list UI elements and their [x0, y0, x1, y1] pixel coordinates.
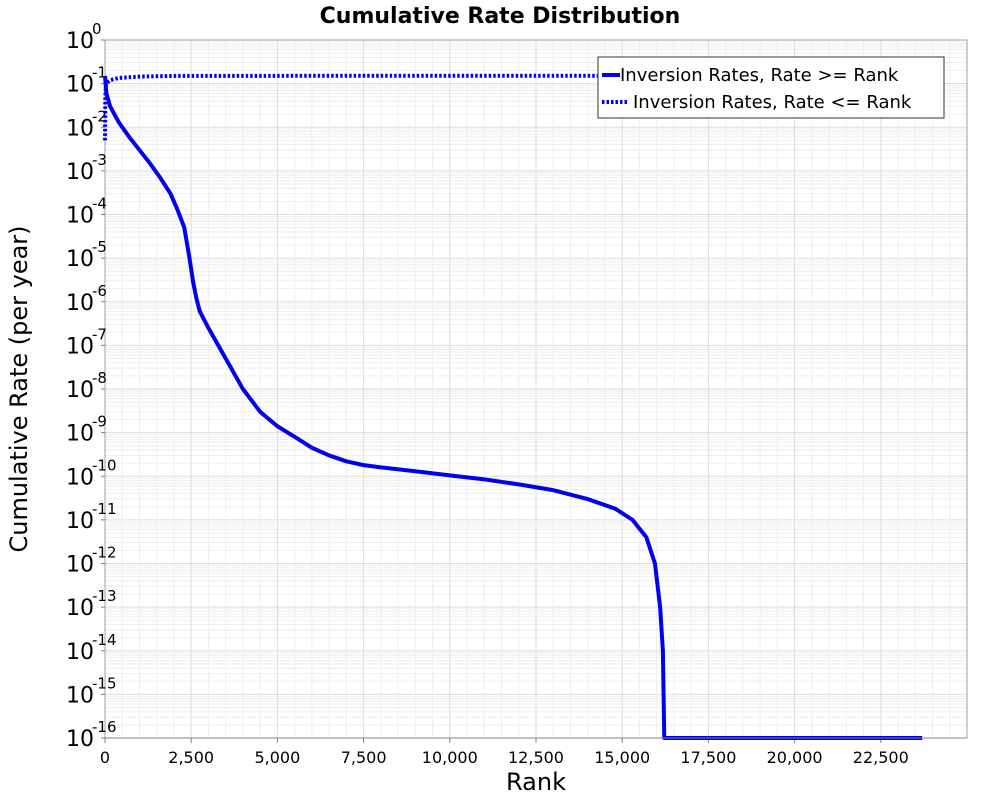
series-line-rate-ge-rank — [103, 75, 923, 740]
y-tick-base: 10 — [66, 204, 94, 229]
y-tick-base: 10 — [66, 247, 94, 272]
y-tick-exponent: 0 — [92, 20, 102, 38]
x-tick-label: 7,500 — [341, 748, 387, 767]
y-tick-base: 10 — [66, 73, 94, 98]
chart-title: Cumulative Rate Distribution — [320, 4, 681, 29]
y-tick-exponent: -16 — [92, 718, 117, 736]
y-tick-base: 10 — [66, 160, 94, 185]
x-axis-ticks: 0 2,500 5,000 7,500 10,000 12,500 15,000 17,500… — [100, 738, 909, 767]
y-tick-exponent: -11 — [92, 500, 117, 518]
y-tick-base: 10 — [66, 553, 94, 578]
y-tick-exponent: -13 — [92, 587, 117, 605]
y-tick-base: 10 — [66, 596, 94, 621]
series-lines — [103, 73, 923, 740]
y-tick-base: 10 — [66, 116, 94, 141]
x-tick-label: 0 — [100, 748, 110, 767]
y-tick-base: 10 — [66, 727, 94, 752]
x-tick-label: 20,000 — [767, 748, 823, 767]
y-tick-base: 10 — [66, 422, 94, 447]
x-axis-label: Rank — [506, 768, 566, 796]
y-tick-exponent: -3 — [92, 151, 107, 169]
y-tick-base: 10 — [66, 291, 94, 316]
x-tick-label: 5,000 — [254, 748, 300, 767]
y-axis-ticks: 10010-110-210-310-410-510-610-710-810-91… — [66, 20, 117, 752]
y-tick-exponent: -12 — [92, 544, 117, 562]
y-tick-base: 10 — [66, 465, 94, 490]
y-tick-base: 10 — [66, 334, 94, 359]
x-tick-label: 2,500 — [168, 748, 214, 767]
y-tick-exponent: -14 — [92, 631, 117, 649]
y-tick-base: 10 — [66, 378, 94, 403]
legend-label-rate-ge-rank: Inversion Rates, Rate >= Rank — [620, 65, 899, 86]
y-tick-exponent: -6 — [92, 282, 107, 300]
y-tick-base: 10 — [66, 640, 94, 665]
x-tick-label: 12,500 — [508, 748, 564, 767]
x-tick-label: 10,000 — [422, 748, 478, 767]
legend-box — [597, 56, 945, 119]
y-axis-label: Cumulative Rate (per year) — [5, 225, 33, 552]
legend: Inversion Rates, Rate >= Rank Inversion … — [597, 56, 945, 119]
y-tick-exponent: -10 — [92, 456, 117, 474]
x-tick-label: 22,500 — [853, 748, 909, 767]
y-tick-exponent: -15 — [92, 674, 117, 692]
y-tick-exponent: -9 — [92, 413, 107, 431]
series-line-rate-le-rank — [103, 73, 923, 141]
y-tick-exponent: -5 — [92, 238, 107, 256]
x-tick-label: 17,500 — [680, 748, 736, 767]
x-tick-label: 15,000 — [594, 748, 650, 767]
y-tick-base: 10 — [66, 29, 94, 54]
y-tick-base: 10 — [66, 683, 94, 708]
y-tick-base: 10 — [66, 509, 94, 534]
grid-lines — [104, 40, 968, 739]
y-tick-exponent: -8 — [92, 369, 107, 387]
y-tick-exponent: -7 — [92, 325, 107, 343]
legend-label-rate-le-rank: Inversion Rates, Rate <= Rank — [633, 92, 912, 113]
y-tick-exponent: -4 — [92, 195, 107, 213]
